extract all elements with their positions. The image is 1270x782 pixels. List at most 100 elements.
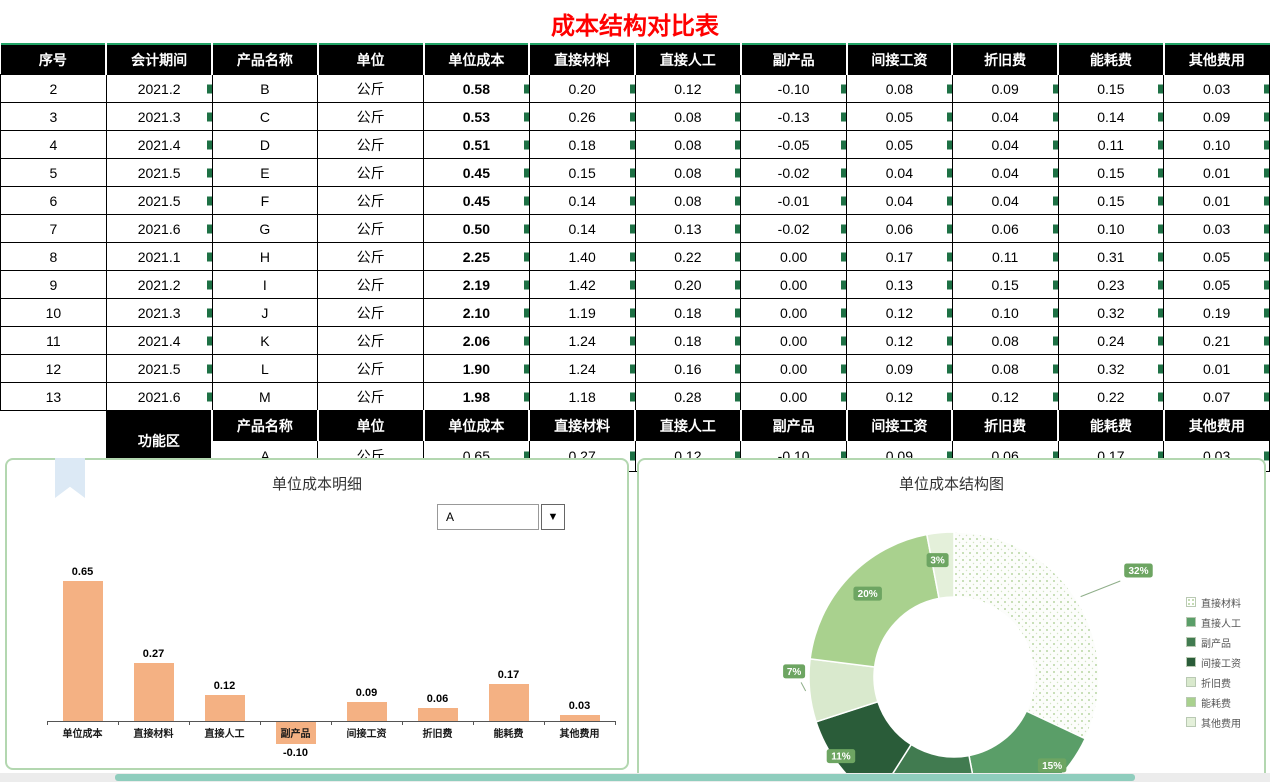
cell[interactable]: 2021.5 (105, 158, 213, 187)
cell[interactable]: 公斤 (317, 326, 424, 355)
cell[interactable]: 0.10 (951, 298, 1059, 327)
cell[interactable]: 0.26 (528, 102, 636, 131)
cell[interactable]: -0.01 (740, 186, 847, 215)
cell[interactable]: 0.10 (1163, 130, 1270, 159)
cell[interactable]: 公斤 (317, 158, 424, 187)
cell[interactable]: 0.08 (951, 354, 1059, 383)
cell[interactable]: 0.08 (634, 102, 742, 131)
cell[interactable]: 0.04 (846, 186, 953, 215)
cell[interactable]: 0.15 (951, 270, 1059, 299)
cell[interactable]: 2021.3 (105, 298, 213, 327)
cell[interactable]: 0.12 (634, 74, 742, 103)
cell[interactable]: 0.12 (846, 326, 953, 355)
cell[interactable]: 2021.5 (105, 186, 213, 215)
cell[interactable]: 0.32 (1057, 354, 1165, 383)
cell[interactable]: 0.01 (1163, 158, 1270, 187)
cell[interactable]: 公斤 (317, 186, 424, 215)
cell[interactable]: G (211, 214, 319, 243)
cell[interactable]: 0.09 (951, 74, 1059, 103)
cell[interactable]: 0.18 (634, 326, 742, 355)
horizontal-scrollbar[interactable] (0, 773, 1270, 782)
cell[interactable]: 0.53 (423, 102, 530, 131)
cell[interactable]: L (211, 354, 319, 383)
cell[interactable]: 0.11 (951, 242, 1059, 271)
cell[interactable]: 0.08 (634, 158, 742, 187)
dropdown-arrow-icon[interactable]: ▼ (541, 504, 565, 530)
scrollbar-thumb[interactable] (115, 774, 1135, 781)
cell[interactable]: D (211, 130, 319, 159)
cell[interactable]: 6 (0, 186, 107, 215)
cell[interactable]: 0.05 (846, 102, 953, 131)
cell[interactable]: 0.12 (951, 382, 1059, 411)
cell[interactable]: 0.13 (846, 270, 953, 299)
cell[interactable]: 公斤 (317, 382, 424, 411)
cell[interactable]: 0.24 (1057, 326, 1165, 355)
cell[interactable]: 0.04 (951, 158, 1059, 187)
cell[interactable]: 2021.1 (105, 242, 213, 271)
cell[interactable]: 3 (0, 102, 107, 131)
cell[interactable]: M (211, 382, 319, 411)
cell[interactable]: 0.08 (951, 326, 1059, 355)
cell[interactable]: 公斤 (317, 242, 424, 271)
cell[interactable]: 公斤 (317, 270, 424, 299)
cell[interactable]: 0.14 (1057, 102, 1165, 131)
cell[interactable]: 0.13 (634, 214, 742, 243)
cell[interactable]: 0.28 (634, 382, 742, 411)
cell[interactable]: 0.10 (1057, 214, 1165, 243)
cell[interactable]: I (211, 270, 319, 299)
cell[interactable]: 公斤 (317, 214, 424, 243)
cell[interactable]: 2.19 (423, 270, 530, 299)
cell[interactable]: 0.14 (528, 186, 636, 215)
cell[interactable]: 0.45 (423, 186, 530, 215)
cell[interactable]: 8 (0, 242, 107, 271)
cell[interactable]: 2021.4 (105, 130, 213, 159)
cell[interactable]: 2 (0, 74, 107, 103)
cell[interactable]: 0.01 (1163, 354, 1270, 383)
cell[interactable]: 10 (0, 298, 107, 327)
product-dropdown[interactable]: A ▼ (437, 504, 565, 530)
cell[interactable]: 2.25 (423, 242, 530, 271)
cell[interactable]: 0.22 (634, 242, 742, 271)
cell[interactable]: 0.11 (1057, 130, 1165, 159)
cell[interactable]: B (211, 74, 319, 103)
cell[interactable]: 0.51 (423, 130, 530, 159)
cell[interactable]: 0.22 (1057, 382, 1165, 411)
cell[interactable]: 0.08 (634, 186, 742, 215)
cell[interactable]: 0.04 (951, 186, 1059, 215)
cell[interactable]: 1.42 (528, 270, 636, 299)
cell[interactable]: 0.18 (634, 298, 742, 327)
cell[interactable]: J (211, 298, 319, 327)
cell[interactable]: H (211, 242, 319, 271)
cell[interactable]: -0.02 (740, 214, 847, 243)
cell[interactable]: 0.32 (1057, 298, 1165, 327)
cell[interactable]: 0.14 (528, 214, 636, 243)
cell[interactable]: F (211, 186, 319, 215)
cell[interactable]: 2021.6 (105, 382, 213, 411)
cell[interactable]: 0.00 (740, 298, 847, 327)
cell[interactable]: 2021.3 (105, 102, 213, 131)
cell[interactable]: 0.08 (846, 74, 953, 103)
cell[interactable]: 0.05 (1163, 270, 1270, 299)
cell[interactable]: 0.08 (634, 130, 742, 159)
cell[interactable]: 0.58 (423, 74, 530, 103)
cell[interactable]: 2.06 (423, 326, 530, 355)
cell[interactable]: 0.00 (740, 242, 847, 271)
cell[interactable]: 0.05 (846, 130, 953, 159)
cell[interactable]: 2021.2 (105, 270, 213, 299)
cell[interactable]: 0.01 (1163, 186, 1270, 215)
cell[interactable]: 4 (0, 130, 107, 159)
cell[interactable]: 12 (0, 354, 107, 383)
cell[interactable]: 1.19 (528, 298, 636, 327)
cell[interactable]: 9 (0, 270, 107, 299)
cell[interactable]: 0.31 (1057, 242, 1165, 271)
cell[interactable]: 1.18 (528, 382, 636, 411)
cell[interactable]: -0.10 (740, 74, 847, 103)
cell[interactable]: 0.04 (846, 158, 953, 187)
cell[interactable]: 2021.2 (105, 74, 213, 103)
cell[interactable]: 0.05 (1163, 242, 1270, 271)
cell[interactable]: 0.16 (634, 354, 742, 383)
cell[interactable]: 0.45 (423, 158, 530, 187)
cell[interactable]: 0.15 (1057, 186, 1165, 215)
cell[interactable]: 公斤 (317, 130, 424, 159)
cell[interactable]: 7 (0, 214, 107, 243)
